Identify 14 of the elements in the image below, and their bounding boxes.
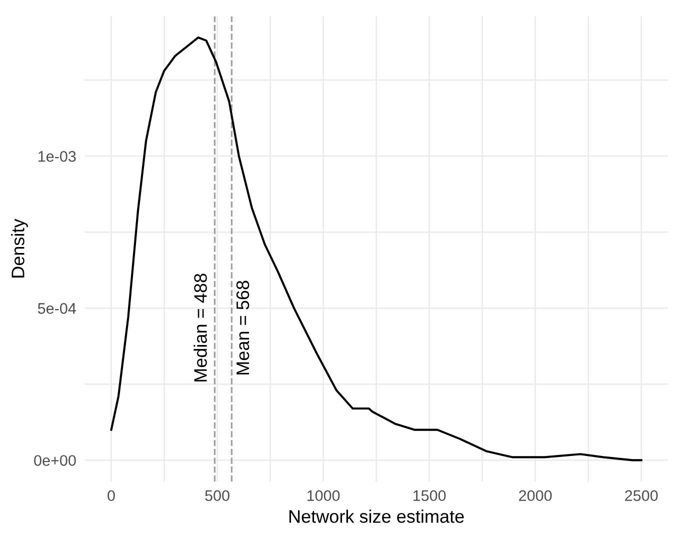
x-tick-label: 1500: [413, 490, 446, 502]
y-tick-label: 0e+00: [34, 455, 76, 466]
x-tick-label: 500: [205, 490, 230, 502]
x-axis-title: Network size estimate: [289, 510, 464, 523]
x-tick-label: 1000: [307, 490, 340, 502]
x-tick-label: 0: [108, 490, 115, 502]
x-tick-label: 2500: [625, 490, 658, 502]
y-axis-title: Density: [11, 218, 28, 278]
ref-line-label: Median = 488: [194, 274, 207, 382]
ref-line-label: Mean = 568: [236, 280, 250, 374]
y-tick-label: 5e-04: [38, 303, 76, 314]
y-tick-label: 1e-03: [38, 150, 76, 162]
line-series: [110, 36, 642, 462]
x-tick-label: 2000: [519, 490, 552, 502]
